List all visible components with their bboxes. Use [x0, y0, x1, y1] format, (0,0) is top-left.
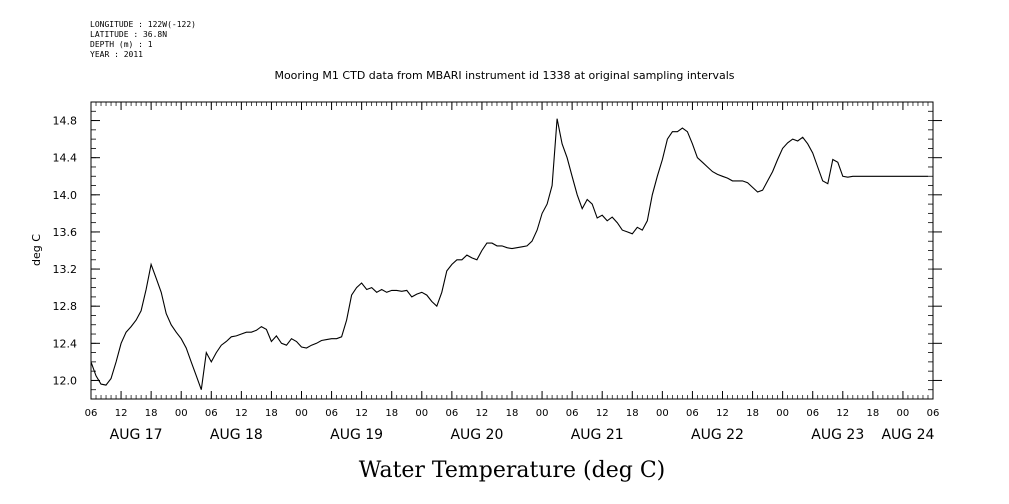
x-date-label: AUG 19: [330, 427, 383, 443]
metadata-block: LONGITUDE : 122W(-122) LATITUDE : 36.8N …: [90, 20, 196, 60]
x-date-label: AUG 17: [110, 427, 163, 443]
y-tick-label: 13.6: [53, 226, 78, 239]
x-tick-label: 18: [866, 408, 879, 419]
x-date-label: AUG 18: [210, 427, 263, 443]
x-tick-label: 12: [836, 408, 849, 419]
x-tick-label: 00: [897, 408, 910, 419]
x-tick-label: 12: [115, 408, 128, 419]
latitude-text: LATITUDE : 36.8N: [90, 30, 168, 39]
year-text: YEAR : 2011: [90, 50, 143, 59]
x-date-label: AUG 22: [691, 427, 744, 443]
x-date-label: AUG 24: [881, 427, 934, 443]
x-tick-label: 00: [295, 408, 308, 419]
x-axis-label: Water Temperature (deg C): [359, 458, 666, 483]
x-tick-label: 06: [445, 408, 458, 419]
x-tick-label: 12: [355, 408, 368, 419]
x-tick-label: 06: [927, 408, 940, 419]
x-tick-label: 18: [265, 408, 278, 419]
y-tick-label: 12.0: [53, 374, 78, 387]
x-tick-label: 12: [476, 408, 489, 419]
x-tick-label: 06: [686, 408, 699, 419]
x-tick-label: 00: [415, 408, 428, 419]
x-tick-label: 18: [145, 408, 158, 419]
x-tick-label: 06: [325, 408, 338, 419]
y-tick-label: 14.8: [53, 115, 78, 128]
temperature-series-line: [90, 118, 928, 390]
y-tick-label: 13.2: [53, 263, 78, 276]
x-tick-label: 06: [205, 408, 218, 419]
y-tick-label: 12.4: [53, 337, 78, 350]
x-tick-label: 18: [506, 408, 519, 419]
x-tick-label: 06: [566, 408, 579, 419]
x-date-label: AUG 20: [450, 427, 503, 443]
x-tick-label: 18: [385, 408, 398, 419]
x-tick-label: 12: [716, 408, 729, 419]
x-tick-label: 00: [776, 408, 789, 419]
x-tick-label: 18: [626, 408, 639, 419]
x-date-label: AUG 23: [811, 427, 864, 443]
longitude-text: LONGITUDE : 122W(-122): [90, 20, 196, 29]
x-tick-label: 00: [536, 408, 549, 419]
x-tick-label: 12: [235, 408, 248, 419]
chart-title: Mooring M1 CTD data from MBARI instrumen…: [274, 69, 735, 82]
y-tick-label: 14.4: [53, 152, 78, 165]
x-date-label: AUG 21: [571, 427, 624, 443]
x-tick-label: 18: [746, 408, 759, 419]
x-tick-label: 06: [806, 408, 819, 419]
y-axis-label: deg C: [30, 234, 43, 266]
x-tick-label: 06: [85, 408, 98, 419]
x-tick-label: 12: [596, 408, 609, 419]
plot-frame: [90, 101, 934, 400]
y-tick-label: 14.0: [53, 189, 78, 202]
x-tick-label: 00: [656, 408, 669, 419]
depth-text: DEPTH (m) : 1: [90, 40, 153, 49]
y-tick-label: 12.8: [53, 300, 78, 313]
x-tick-label: 00: [175, 408, 188, 419]
